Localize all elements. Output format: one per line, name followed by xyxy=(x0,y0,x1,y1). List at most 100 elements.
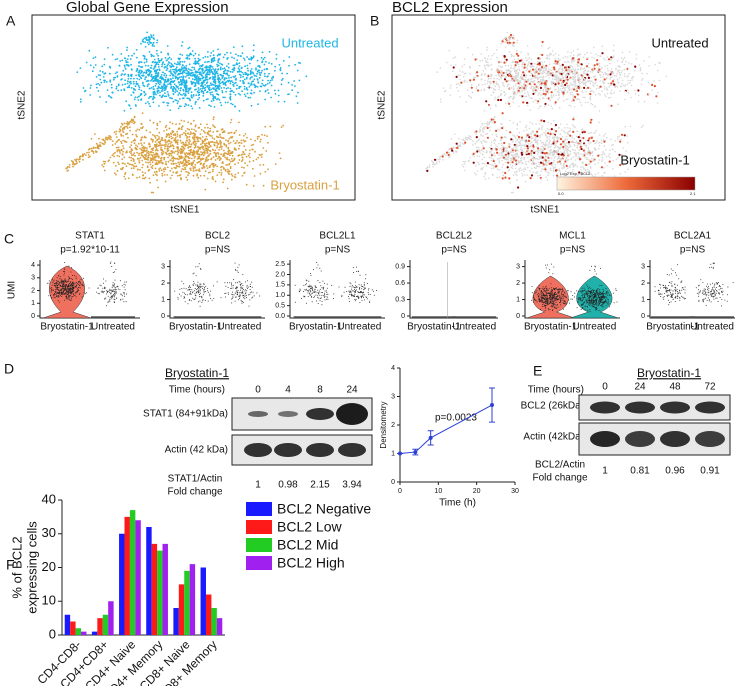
tsne-point xyxy=(578,84,581,86)
tsne-point xyxy=(587,140,589,143)
tsne-point xyxy=(216,54,219,57)
tsne-point xyxy=(150,191,153,194)
tsne-point xyxy=(541,71,544,73)
tsne-point xyxy=(90,147,93,150)
tsne-point xyxy=(604,59,606,61)
tsne-point xyxy=(587,86,590,89)
tsne-point xyxy=(126,49,128,51)
tsne-point xyxy=(129,80,132,83)
tsne-point xyxy=(188,71,190,73)
tsne-point xyxy=(184,87,187,90)
tsne-point xyxy=(554,57,556,60)
tsne-point xyxy=(268,72,270,75)
tsne-point xyxy=(145,161,147,164)
tsne-point xyxy=(187,155,189,158)
tsne-point xyxy=(160,146,163,149)
tsne-point xyxy=(220,153,223,156)
tsne-point xyxy=(139,139,142,142)
tsne-point xyxy=(521,88,524,90)
tsne-point xyxy=(220,128,223,131)
tsne-point xyxy=(217,68,220,71)
tsne-point xyxy=(156,154,159,156)
tsne-point xyxy=(97,82,99,85)
tsne-point xyxy=(149,87,151,90)
tsne-point xyxy=(569,152,572,155)
tsne-point xyxy=(184,94,186,97)
tsne-point xyxy=(128,151,131,153)
tsne-point xyxy=(163,157,166,160)
tsne-point xyxy=(208,89,211,92)
tsne-point xyxy=(252,159,255,162)
tsne-point xyxy=(90,138,93,140)
tsne-point xyxy=(540,142,543,144)
tsne-point xyxy=(212,95,215,98)
tsne-point xyxy=(517,72,520,74)
tsne-point xyxy=(546,56,549,59)
tsne-point xyxy=(546,97,548,99)
tsne-point xyxy=(217,80,220,83)
tsne-point xyxy=(186,56,189,59)
tsne-point xyxy=(202,57,205,59)
tsne-point xyxy=(173,152,176,154)
tsne-point xyxy=(184,66,186,69)
tsne-point xyxy=(532,160,534,163)
tsne-point xyxy=(214,96,217,98)
tsne-point xyxy=(499,98,502,102)
tsne-point xyxy=(525,74,528,77)
tsne-point xyxy=(182,69,185,72)
tsne-point xyxy=(505,69,508,72)
tsne-point xyxy=(211,75,214,78)
tsne-point xyxy=(558,97,560,99)
tsne-point xyxy=(508,154,511,156)
tsne-point xyxy=(259,74,262,77)
tsne-point xyxy=(518,156,520,159)
tsne-point xyxy=(167,52,169,55)
tsne-point xyxy=(551,107,554,110)
tsne-point xyxy=(471,140,474,142)
tsne-point xyxy=(616,79,619,81)
tsne-point xyxy=(176,157,179,160)
tsne-point xyxy=(178,149,180,152)
tsne-point xyxy=(144,176,147,179)
tsne-point xyxy=(147,83,150,86)
tsne-point xyxy=(157,65,160,68)
tsne-point xyxy=(530,86,532,89)
tsne-point xyxy=(186,74,189,77)
tsne-point xyxy=(187,104,190,106)
tsne-point xyxy=(515,83,517,85)
tsne-point xyxy=(490,63,492,66)
tsne-point xyxy=(185,139,188,142)
tsne-point xyxy=(146,152,148,154)
tsne-point xyxy=(147,64,150,67)
tsne-point xyxy=(554,155,556,158)
tsne-point xyxy=(566,61,568,63)
tsne-point xyxy=(602,82,605,85)
tsne-point xyxy=(588,137,591,140)
tsne-point xyxy=(130,94,133,96)
tsne-point xyxy=(225,164,228,166)
tsne-point xyxy=(527,143,530,145)
tsne-point xyxy=(628,62,630,64)
tsne-point xyxy=(479,60,482,62)
tsne-point xyxy=(514,65,517,68)
tsne-point xyxy=(216,145,219,147)
tsne-point xyxy=(226,168,229,171)
tsne-point xyxy=(536,102,539,105)
tsne-point xyxy=(238,144,241,147)
tsne-point xyxy=(190,69,193,72)
tsne-point xyxy=(182,92,185,95)
tsne-point xyxy=(162,71,165,74)
tsne-point xyxy=(517,58,520,60)
tsne-point xyxy=(177,161,180,164)
tsne-point xyxy=(212,131,215,133)
tsne-point xyxy=(166,104,169,107)
tsne-point xyxy=(174,139,177,142)
tsne-point xyxy=(143,37,146,40)
tsne-point xyxy=(538,174,541,177)
tsne-point xyxy=(78,157,81,159)
tsne-point xyxy=(244,133,247,135)
tsne-point xyxy=(605,87,608,89)
tsne-point xyxy=(160,51,163,54)
tsne-point xyxy=(246,67,249,70)
tsne-point xyxy=(549,131,552,133)
